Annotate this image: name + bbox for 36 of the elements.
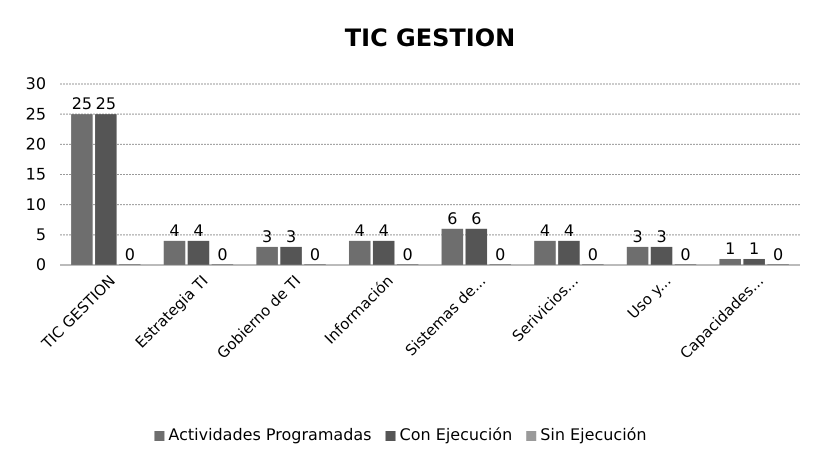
data-label: 3 [286,226,296,246]
data-label: 4 [564,220,574,240]
y-tick-label: 5 [36,224,46,244]
legend-label: Sin Ejecución [540,425,647,444]
data-label: 0 [124,245,135,264]
data-label: 3 [656,226,667,246]
y-tick-label: 25 [26,104,46,124]
x-tick-label: Uso y... [624,272,675,322]
data-label: 4 [354,220,365,240]
y-tick-label: 20 [26,134,46,154]
data-label: 4 [193,220,204,240]
data-label: 6 [447,208,458,228]
legend-label: Actividades Programadas [168,425,372,444]
data-label: 25 [72,94,92,114]
data-label: 0 [402,245,413,264]
y-tick-label: 10 [26,194,46,214]
data-label: 1 [725,238,736,258]
data-label: 0 [495,245,506,264]
data-label: 0 [310,245,320,264]
data-label: 3 [632,226,643,246]
data-label: 0 [680,245,691,264]
data-label: 25 [96,94,116,114]
data-label: 3 [262,226,272,246]
data-label: 4 [169,220,180,240]
y-tick-label: 0 [36,255,46,274]
data-label: 4 [540,220,550,240]
data-label: 4 [378,220,389,240]
data-label: 0 [773,245,784,264]
y-tick-label: 30 [26,74,46,94]
y-tick-label: 15 [26,164,46,184]
data-label: 0 [217,245,228,264]
chart-title: TIC GESTION [344,24,516,52]
data-label: 0 [588,245,598,264]
data-label: 1 [749,238,760,258]
data-label: 6 [471,208,482,228]
legend-label: Con Ejecución [400,425,512,444]
